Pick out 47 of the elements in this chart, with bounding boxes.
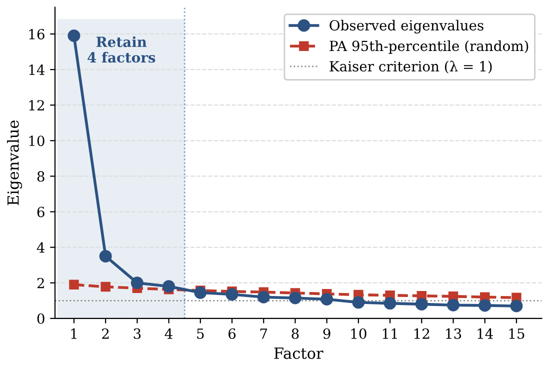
point xyxy=(447,298,460,312)
x-tick-label: 11 xyxy=(382,328,397,339)
legend-label: PA 95th-percentile (random) xyxy=(330,40,528,54)
point xyxy=(352,296,365,309)
y-tick-label: 14 xyxy=(29,64,45,75)
point xyxy=(68,30,80,42)
point xyxy=(288,292,302,304)
y-tick-label: 0 xyxy=(37,313,44,324)
y-tick-label: 4 xyxy=(36,242,45,253)
point xyxy=(69,280,79,290)
x-tick-label: 6 xyxy=(228,328,236,339)
point xyxy=(226,288,238,301)
x-tick-label: 14 xyxy=(478,328,493,339)
point xyxy=(510,300,523,312)
x-tick-label: 15 xyxy=(509,328,524,339)
x-axis-title: Factor xyxy=(274,348,324,359)
x-tick-label: 12 xyxy=(414,328,430,339)
x-tick-label: 2 xyxy=(102,328,109,339)
x-tick-label: 3 xyxy=(134,328,141,339)
legend-label: Kaiser criterion (λ = 1) xyxy=(330,60,492,74)
point xyxy=(415,298,428,310)
y-tick-label: 12 xyxy=(29,100,44,110)
x-tick-label: 5 xyxy=(197,328,204,339)
point xyxy=(257,290,270,304)
legend-label: Observed eigenvalues xyxy=(330,20,484,34)
band-label: Retain 4 factors xyxy=(88,36,156,63)
point xyxy=(478,299,492,312)
y-tick-label: 2 xyxy=(37,278,44,288)
x-tick-label: 13 xyxy=(446,328,462,339)
x-tick-label: 7 xyxy=(260,328,268,339)
point xyxy=(100,282,110,292)
point xyxy=(320,292,334,306)
x-tick-label: 10 xyxy=(351,328,366,339)
x-tick-label: 4 xyxy=(164,328,173,339)
x-tick-label: 9 xyxy=(323,328,330,339)
y-tick-label: 8 xyxy=(37,171,44,182)
x-tick-label: 8 xyxy=(292,328,299,339)
point xyxy=(384,297,396,310)
y-tick-label: 16 xyxy=(29,28,44,40)
point xyxy=(194,286,207,299)
point xyxy=(162,280,176,293)
point xyxy=(99,250,112,262)
y-axis-title: Eigenvalue xyxy=(7,120,22,206)
y-tick-label: 6 xyxy=(37,206,44,218)
y-tick-label: 10 xyxy=(29,136,44,146)
x-tick-label: 1 xyxy=(71,328,76,339)
point xyxy=(130,276,144,290)
